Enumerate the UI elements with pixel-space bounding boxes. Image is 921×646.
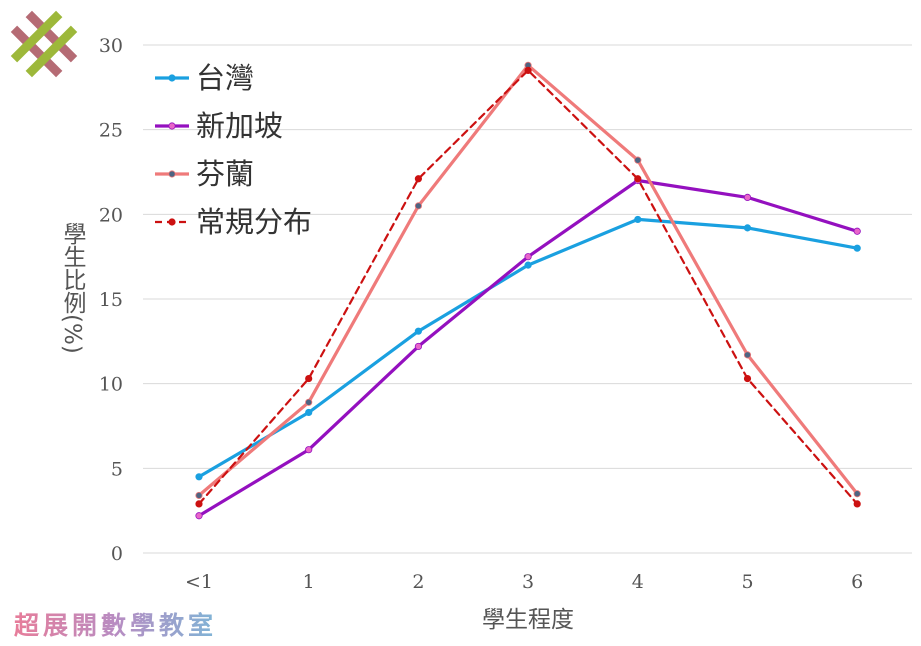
data-point bbox=[743, 193, 752, 201]
legend-label: 新加坡 bbox=[196, 109, 283, 143]
data-point bbox=[634, 156, 642, 164]
data-point bbox=[305, 398, 313, 406]
series-line bbox=[197, 69, 859, 505]
x-tick-label: 5 bbox=[741, 571, 753, 593]
data-point bbox=[853, 244, 861, 252]
x-tick-label: 6 bbox=[851, 571, 863, 593]
data-point bbox=[414, 202, 422, 210]
data-point bbox=[195, 473, 203, 481]
data-point bbox=[524, 261, 532, 269]
y-tick-label: 5 bbox=[111, 458, 123, 480]
data-point bbox=[305, 408, 313, 417]
data-point bbox=[743, 224, 752, 232]
legend-label: 常規分布 bbox=[196, 205, 312, 239]
data-point bbox=[634, 215, 642, 224]
x-tick-label: 3 bbox=[522, 571, 534, 593]
legend-marker bbox=[168, 74, 176, 82]
data-point bbox=[305, 446, 313, 454]
data-point bbox=[634, 175, 642, 183]
y-tick-label: 15 bbox=[99, 289, 123, 311]
data-point bbox=[414, 175, 422, 183]
data-point bbox=[195, 491, 203, 500]
x-tick-label: 2 bbox=[412, 571, 424, 593]
y-tick-label: 10 bbox=[99, 374, 123, 396]
data-point bbox=[524, 253, 532, 261]
legend-label: 芬蘭 bbox=[196, 157, 254, 191]
x-axis-title: 學生程度 bbox=[482, 607, 574, 633]
data-point bbox=[195, 500, 203, 508]
data-point bbox=[524, 66, 532, 75]
data-point bbox=[305, 374, 313, 383]
data-point bbox=[743, 351, 752, 359]
x-tick-label: 1 bbox=[303, 571, 315, 593]
y-tick-label: 25 bbox=[99, 120, 123, 142]
data-point bbox=[853, 500, 861, 508]
data-point bbox=[414, 327, 422, 335]
data-point bbox=[195, 512, 203, 520]
x-tick-label: 4 bbox=[632, 571, 644, 593]
legend-marker bbox=[168, 170, 176, 178]
legend-marker bbox=[168, 218, 176, 226]
y-axis-title: 學生比例(%) bbox=[59, 222, 87, 354]
x-tick-label: <1 bbox=[185, 571, 213, 593]
data-point bbox=[853, 227, 861, 235]
logo-icon bbox=[10, 10, 78, 78]
y-tick-label: 30 bbox=[99, 35, 123, 57]
watermark-text: 超展開數學教室 bbox=[14, 611, 217, 640]
data-point bbox=[414, 342, 422, 351]
data-point bbox=[853, 490, 861, 498]
legend-marker bbox=[168, 122, 176, 130]
legend-label: 台灣 bbox=[196, 61, 254, 95]
y-tick-label: 20 bbox=[99, 204, 123, 226]
data-point bbox=[743, 374, 752, 383]
y-tick-label: 0 bbox=[111, 543, 123, 565]
